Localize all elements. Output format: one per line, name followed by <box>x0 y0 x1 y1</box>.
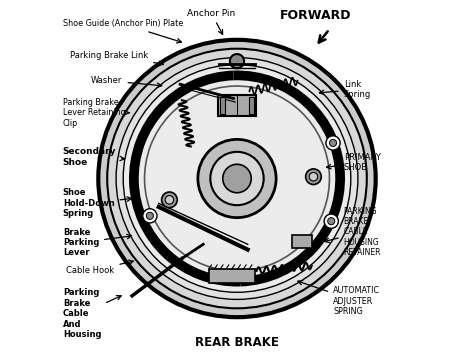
Text: Cable Hook: Cable Hook <box>66 260 133 276</box>
Text: PRIMARY
SHOE: PRIMARY SHOE <box>327 153 381 172</box>
Circle shape <box>324 214 338 228</box>
Circle shape <box>162 192 177 208</box>
Bar <box>248 97 254 115</box>
Circle shape <box>146 212 154 220</box>
Text: Secondary
Shoe: Secondary Shoe <box>63 147 124 167</box>
Text: Washer: Washer <box>91 76 162 87</box>
Circle shape <box>165 196 173 204</box>
Text: Anchor Pin: Anchor Pin <box>187 9 236 34</box>
Circle shape <box>328 218 335 225</box>
Bar <box>292 235 312 248</box>
Bar <box>219 95 255 116</box>
Text: Brake
Parking
Lever: Brake Parking Lever <box>63 228 131 257</box>
Circle shape <box>98 40 376 317</box>
Circle shape <box>143 209 157 223</box>
Circle shape <box>198 139 276 218</box>
Text: PARKING
BRAKE
CABLE
HOUSING
RETAINER: PARKING BRAKE CABLE HOUSING RETAINER <box>325 207 381 257</box>
Circle shape <box>116 57 358 300</box>
Text: AUTOMATIC
ADJUSTER
SPRING: AUTOMATIC ADJUSTER SPRING <box>298 281 380 316</box>
Bar <box>220 97 226 115</box>
Circle shape <box>309 172 318 181</box>
Circle shape <box>230 54 244 68</box>
Text: REAR BRAKE: REAR BRAKE <box>195 336 279 349</box>
Circle shape <box>123 65 351 292</box>
Text: FORWARD: FORWARD <box>280 9 351 22</box>
Text: Link
Spring: Link Spring <box>319 80 371 99</box>
Circle shape <box>326 136 340 150</box>
Circle shape <box>306 169 321 185</box>
Circle shape <box>223 164 251 193</box>
Text: Shoe Guide (Anchor Pin) Plate: Shoe Guide (Anchor Pin) Plate <box>63 19 183 43</box>
Circle shape <box>107 49 367 308</box>
Bar <box>209 269 255 283</box>
Circle shape <box>210 152 264 205</box>
Text: Parking
Brake
Cable
And
Housing: Parking Brake Cable And Housing <box>63 288 121 339</box>
Text: Parking Brake Link: Parking Brake Link <box>70 51 164 66</box>
Text: Parking Brake
Lever Retaining
Clip: Parking Brake Lever Retaining Clip <box>63 98 129 127</box>
Text: Shoe
Hold-Down
Spring: Shoe Hold-Down Spring <box>63 188 131 218</box>
Circle shape <box>329 139 337 146</box>
